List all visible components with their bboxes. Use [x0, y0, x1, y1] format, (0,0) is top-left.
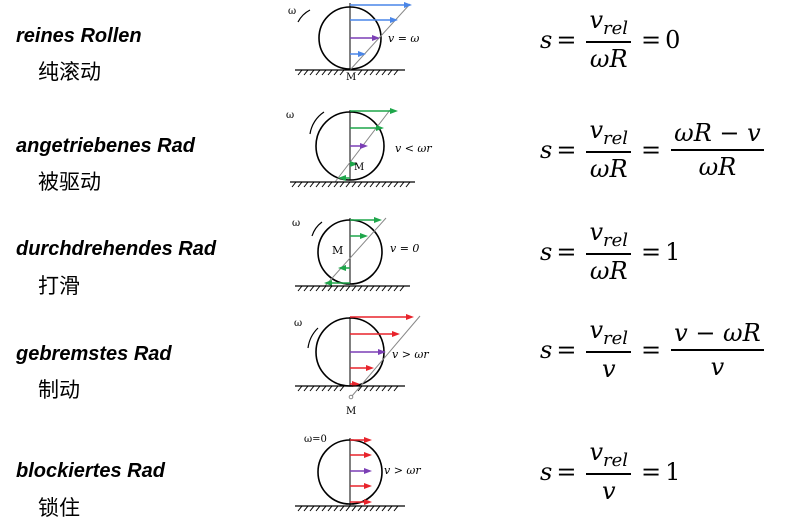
velocity-condition: v > ωr	[384, 464, 421, 477]
label-de: gebremstes Rad	[16, 343, 172, 365]
contact-point-label: M	[346, 406, 356, 417]
velocity-condition: v = 0	[390, 242, 419, 255]
wheel-diagram-spinning: ω M v = 0	[292, 217, 419, 292]
omega-label: ω	[286, 110, 294, 121]
label-zh: 锁住	[38, 496, 80, 520]
velocity-condition: v < ωr	[395, 142, 432, 155]
wheel-diagram-pure-rolling: ω v = ωr M	[288, 2, 420, 80]
contact-point-label: M	[332, 244, 343, 257]
slip-formula-driven: s = vrel ωR = ωR − v ωR	[540, 116, 770, 183]
omega-label: ω=0	[304, 434, 327, 445]
label-zh: 打滑	[38, 274, 80, 298]
label-de: blockiertes Rad	[16, 460, 165, 482]
label-zh: 被驱动	[38, 170, 101, 194]
label-de: angetriebenes Rad	[16, 135, 195, 157]
omega-label: ω	[294, 318, 302, 329]
label-zh: 制动	[38, 378, 80, 402]
wheel-diagram-driven: ω M v < ωr	[286, 108, 432, 188]
slip-formula-braked: s = vrel v = v − ωR v	[540, 316, 770, 383]
wheel-diagram-locked: ω=0 v > ωr	[295, 434, 421, 512]
contact-point-label: M	[354, 162, 364, 173]
wheel-diagram-braked: ω v > ωr M	[294, 314, 429, 417]
omega-label: ω	[288, 6, 296, 17]
omega-label: ω	[292, 218, 300, 229]
slip-formula-locked: s = vrel v = 1	[540, 438, 681, 505]
label-de: durchdrehendes Rad	[16, 238, 217, 260]
slip-formula-spinning: s = vrel ωR = 1	[540, 218, 681, 285]
label-zh: 纯滚动	[38, 60, 101, 84]
label-de: reines Rollen	[16, 25, 142, 47]
velocity-condition: v = ωr	[388, 32, 420, 45]
slip-formula-pure-rolling: s = vrel ωR = 0	[540, 6, 681, 73]
contact-point-label: M	[346, 72, 356, 80]
velocity-condition: v > ωr	[392, 348, 429, 361]
